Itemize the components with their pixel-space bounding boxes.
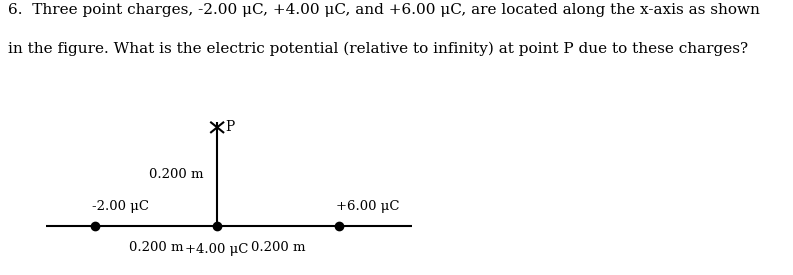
Text: 0.200 m: 0.200 m [251,241,305,254]
Text: 0.200 m: 0.200 m [129,241,183,254]
Text: P: P [225,120,235,134]
Text: +6.00 μC: +6.00 μC [336,200,400,213]
Text: +4.00 μC: +4.00 μC [186,243,249,256]
Text: 6.  Three point charges, -2.00 μC, +4.00 μC, and +6.00 μC, are located along the: 6. Three point charges, -2.00 μC, +4.00 … [8,3,760,17]
Text: in the figure. What is the electric potential (relative to infinity) at point P : in the figure. What is the electric pote… [8,41,748,56]
Text: -2.00 μC: -2.00 μC [92,200,149,213]
Text: 0.200 m: 0.200 m [149,168,204,181]
